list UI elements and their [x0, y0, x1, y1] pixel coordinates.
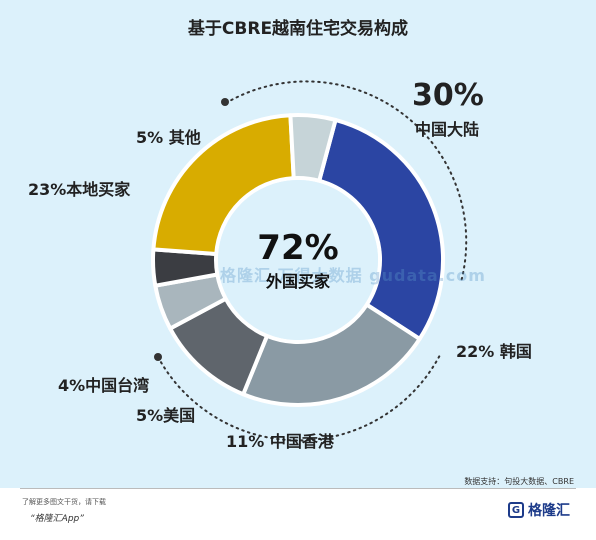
- label-taiwan-pct: 4%: [58, 376, 86, 395]
- brand-logo: G 格隆汇: [508, 500, 570, 520]
- chart-card: 基于CBRE越南住宅交易构成 格隆汇 万得大数据 gudata.com 72% …: [0, 0, 596, 488]
- label-local-name: 本地买家: [66, 180, 131, 199]
- label-korea-pct: 22%: [456, 342, 495, 361]
- donut-slice-6: [288, 113, 338, 183]
- donut-chart: [151, 80, 468, 442]
- footer-divider: [20, 488, 576, 489]
- label-usa-name: 美国: [163, 406, 196, 425]
- label-local-pct: 23%: [28, 180, 67, 199]
- footer-note: 了解更多图文干货，请下载: [22, 498, 106, 506]
- label-korea-name: 韩国: [499, 342, 532, 361]
- label-mainland-pct: 30%: [412, 78, 484, 113]
- bottom-arc-dot: [154, 353, 162, 361]
- donut-slice-5: [151, 113, 296, 256]
- footer-app-name: “格隆汇App”: [30, 514, 84, 524]
- logo-text: 格隆汇: [528, 503, 570, 519]
- watermark: 格隆汇 万得大数据 gudata.com: [220, 266, 486, 285]
- donut-hole: [218, 180, 378, 340]
- label-korea: 22% 韩国: [456, 338, 532, 362]
- donut-slice-0: [317, 117, 445, 341]
- label-hongkong-pct: 11%: [226, 432, 265, 451]
- label-hongkong-name: 中国香港: [269, 432, 334, 451]
- label-other-pct: 5%: [136, 128, 164, 147]
- logo-icon: G: [508, 502, 524, 518]
- top-dotted-arc: [225, 80, 468, 283]
- label-taiwan: 4%中国台湾: [58, 372, 149, 396]
- label-local: 23%本地买家: [28, 176, 130, 200]
- top-arc-dot: [221, 98, 229, 106]
- chart-title: 基于CBRE越南住宅交易构成: [187, 19, 409, 39]
- label-usa-pct: 5%: [136, 406, 164, 425]
- label-usa: 5%美国: [136, 402, 195, 426]
- bottom-dotted-arc: [157, 354, 441, 442]
- label-other: 5% 其他: [136, 124, 201, 148]
- source-note: 数据支持：句投大数据、CBRE: [464, 477, 574, 486]
- label-taiwan-name: 中国台湾: [85, 376, 150, 395]
- center-value: 72%: [257, 228, 339, 268]
- label-hongkong: 11% 中国香港: [226, 428, 334, 452]
- label-other-name: 其他: [168, 128, 201, 147]
- center-label: 外国买家: [265, 272, 330, 291]
- label-mainland-name: 中国大陆: [415, 120, 480, 139]
